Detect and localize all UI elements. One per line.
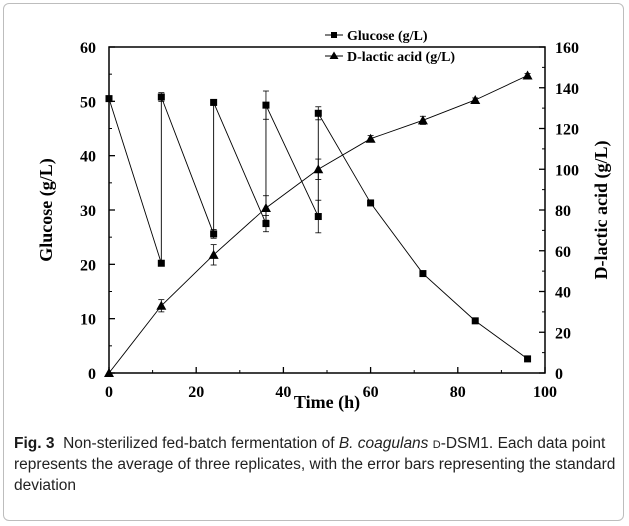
y-axis-title-right: D-lactic acid (g/L)	[591, 141, 612, 280]
y-left-tick-label-5: 50	[80, 94, 96, 111]
y-right-tick-label-2: 40	[555, 285, 571, 302]
y-left-tick-label-0: 0	[88, 366, 96, 383]
y-left-tick-label-1: 10	[80, 312, 96, 329]
y-axis-title-left: Glucose (g/L)	[36, 158, 57, 262]
y-right-tick-label-0: 0	[555, 366, 563, 383]
lactic-point-6	[417, 115, 428, 125]
lactic-point-8	[522, 70, 533, 80]
glucose-point-9	[367, 199, 375, 207]
x-axis-title: Time (h)	[294, 392, 360, 413]
figure-caption: Fig. 3 Non-sterilized fed-batch fermenta…	[14, 433, 618, 496]
figure-frame	[3, 3, 624, 521]
glucose-point-7	[314, 213, 322, 221]
y-right-tick-label-7: 140	[555, 81, 579, 98]
y-right-tick-label-6: 120	[555, 122, 579, 139]
lactic-point-0	[104, 368, 114, 377]
series-layer	[104, 70, 533, 377]
caption-text-rest: Each data point represents the average o…	[14, 435, 616, 494]
y-right-tick-label-3: 60	[555, 244, 571, 261]
x-tick-label-4: 80	[450, 384, 466, 401]
glucose-point-4	[210, 98, 218, 106]
lactic-point-2	[208, 249, 219, 259]
legend-label-glucose: Glucose (g/L)	[347, 29, 428, 44]
y-left-tick-label-3: 30	[80, 203, 96, 220]
glucose-point-12	[524, 355, 532, 363]
lactic-point-3	[260, 202, 271, 212]
chart: 0 20 40 60 80 1000102030405060020406080100120…	[36, 29, 612, 413]
caption-label: Fig. 3	[14, 435, 55, 452]
glucose-point-3	[210, 230, 218, 238]
y-right-tick-label-1: 20	[555, 325, 571, 342]
x-tick-label-3: 60	[363, 384, 379, 401]
legend-marker-glucose	[331, 32, 337, 38]
y-left-tick-label-2: 20	[80, 257, 96, 274]
glucose-point-5	[262, 220, 270, 228]
lactic-point-7	[470, 94, 481, 104]
glucose-point-8	[314, 109, 322, 117]
lactic-point-5	[365, 133, 376, 143]
caption-species: B. coagulans	[338, 435, 429, 452]
x-tick-label-0: 0	[105, 384, 113, 401]
x-tick-label-5: 100	[533, 384, 557, 401]
x-tick-label-1: 20	[188, 384, 204, 401]
glucose-point-1	[157, 259, 165, 267]
y-left-tick-label-6: 60	[80, 40, 96, 57]
caption-text-before-species: Non-sterilized fed-batch fermentation of	[63, 435, 339, 452]
legend-marker-lactic	[329, 51, 339, 59]
lactic-point-1	[156, 300, 167, 310]
caption-strain-prefix: d	[432, 435, 441, 452]
glucose-point-2	[157, 93, 165, 101]
glucose-point-6	[262, 101, 270, 109]
glucose-point-10	[419, 270, 427, 278]
lactic-point-4	[313, 164, 324, 174]
glucose-point-11	[471, 317, 479, 325]
legend-label-lactic: D-lactic acid (g/L)	[347, 50, 455, 65]
y-right-tick-label-8: 160	[555, 40, 579, 57]
legend: Glucose (g/L) D-lactic acid (g/L)	[325, 29, 455, 65]
x-tick-label-2: 40	[275, 384, 291, 401]
ticks: 0 20 40 60 80 1000102030405060020406080100120…	[80, 40, 579, 401]
y-right-tick-label-4: 80	[555, 203, 571, 220]
y-left-tick-label-4: 40	[80, 149, 96, 166]
caption-strain-suffix: -DSM1.	[440, 435, 494, 452]
glucose-point-0	[105, 95, 113, 103]
y-right-tick-label-5: 100	[555, 162, 579, 179]
